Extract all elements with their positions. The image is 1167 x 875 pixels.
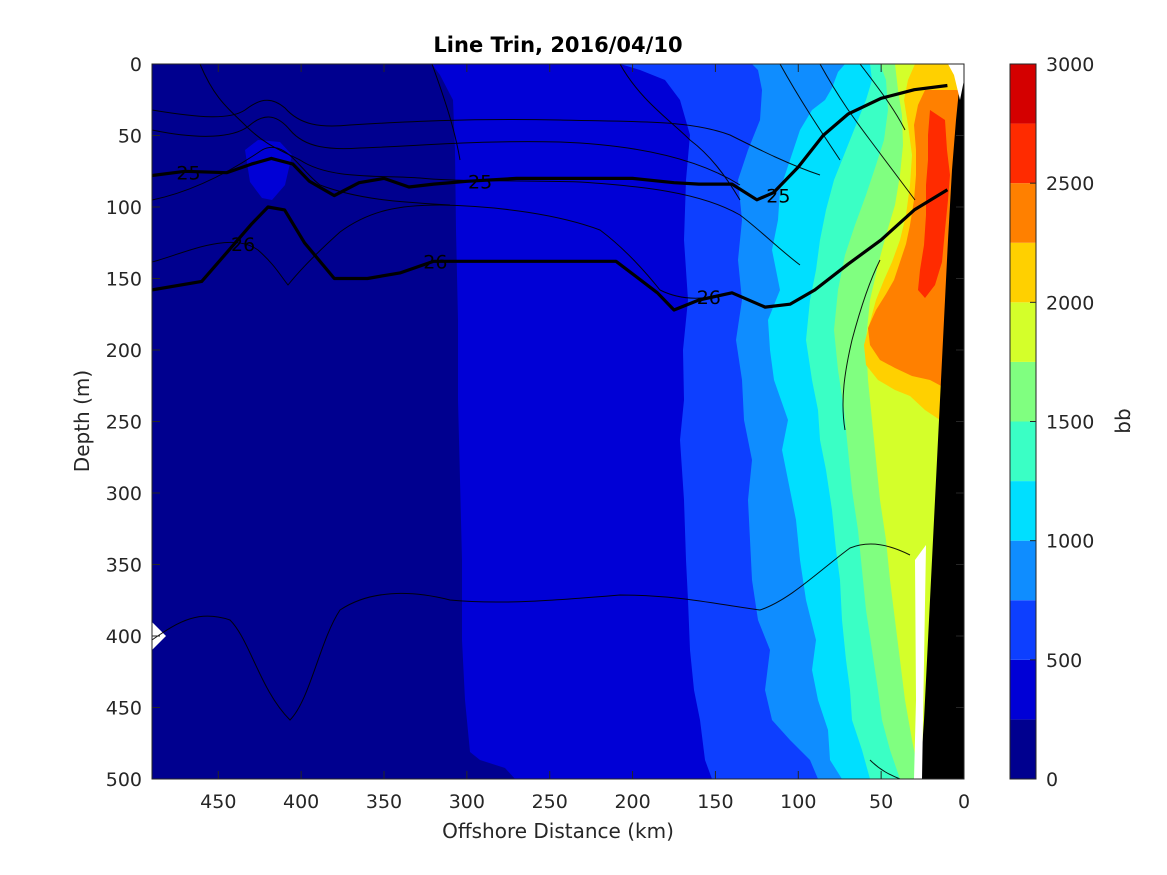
y-tick-label: 300 — [106, 483, 142, 505]
contour-label: 25 — [468, 171, 492, 193]
contour-label: 25 — [766, 186, 790, 208]
x-tick-label: 0 — [958, 791, 970, 813]
contour-label: 25 — [176, 163, 200, 185]
x-tick-label: 350 — [366, 791, 402, 813]
y-tick-label: 450 — [106, 698, 142, 720]
contour-band-1b — [245, 140, 292, 200]
colorbar-band — [1010, 123, 1036, 184]
colorbar-tick-label: 0 — [1046, 769, 1058, 791]
y-tick-label: 400 — [106, 626, 142, 648]
density-contour-25 — [152, 83, 948, 202]
y-tick-label: 150 — [106, 269, 142, 291]
y-tick-label: 50 — [118, 126, 142, 148]
colorbar-band — [1010, 481, 1036, 541]
x-tick-label: 50 — [869, 791, 893, 813]
density-contour-labels: 25 25 25 26 26 26 — [176, 163, 790, 309]
x-axis-label: Offshore Distance (km) — [442, 819, 674, 843]
nodata-wedge-top — [948, 64, 964, 100]
contour-fill — [152, 64, 964, 779]
colorbar-tick-label: 500 — [1046, 650, 1082, 672]
land-mask — [920, 64, 964, 779]
y-tick-label: 200 — [106, 340, 142, 362]
colorbar-tick-label: 2000 — [1046, 292, 1094, 314]
colorbar: 0 500 1000 1500 2000 2500 3000 — [1009, 54, 1094, 791]
colorbar-band — [1010, 719, 1036, 779]
colorbar-tick-label: 2500 — [1046, 173, 1094, 195]
colorbar-band — [1010, 600, 1036, 660]
colorbar-band — [1010, 64, 1036, 124]
colorbar-band — [1010, 302, 1036, 362]
x-tick-label: 200 — [614, 791, 650, 813]
thin-contours — [152, 64, 916, 779]
x-tick-label: 400 — [283, 791, 319, 813]
density-contours — [152, 83, 949, 312]
x-tick-label: 100 — [780, 791, 816, 813]
contour-label: 26 — [697, 287, 721, 309]
colorbar-tick-label: 1000 — [1046, 531, 1094, 553]
x-tick-label: 450 — [200, 791, 236, 813]
x-tick-label: 300 — [449, 791, 485, 813]
contour-label: 26 — [231, 234, 255, 256]
contour-band-10 — [918, 110, 950, 298]
y-tick-label: 500 — [106, 769, 142, 791]
colorbar-band — [1010, 242, 1036, 303]
x-tick-label: 250 — [532, 791, 568, 813]
colorbar-label: bb — [1111, 408, 1135, 433]
colorbar-band — [1010, 421, 1036, 482]
nodata-strip — [914, 545, 926, 779]
x-tick-label: 150 — [697, 791, 733, 813]
colorbar-band — [1010, 540, 1036, 601]
density-contour-26 — [152, 188, 949, 312]
contour-label: 26 — [423, 251, 447, 273]
colorbar-band — [1010, 183, 1036, 243]
x-axis: 450 400 350 300 250 200 150 100 50 0 — [200, 64, 970, 813]
colorbar-tick-label: 1500 — [1046, 412, 1094, 434]
colorbar-band — [1010, 361, 1036, 422]
y-tick-label: 0 — [130, 54, 142, 76]
y-tick-label: 100 — [106, 197, 142, 219]
y-tick-label: 250 — [106, 412, 142, 434]
y-axis-label: Depth (m) — [70, 370, 94, 472]
chart-title: Line Trin, 2016/04/10 — [433, 33, 682, 57]
y-tick-label: 350 — [106, 555, 142, 577]
colorbar-tick-label: 3000 — [1046, 54, 1094, 76]
plot-area: 25 25 25 26 26 26 — [151, 63, 965, 780]
colorbar-band — [1010, 659, 1036, 720]
y-axis: 0 50 100 150 200 250 300 350 400 450 500 — [106, 54, 964, 791]
